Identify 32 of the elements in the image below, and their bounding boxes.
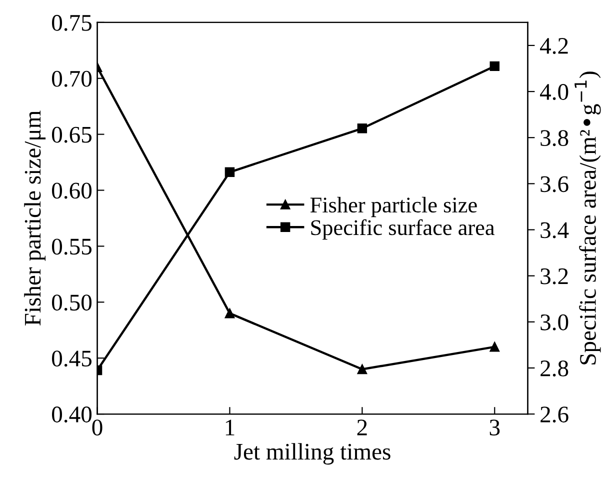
y2-tick-label: 3.8: [540, 130, 568, 146]
y2-tick-label: 2.6: [540, 406, 568, 423]
point: [357, 364, 368, 374]
y2-tick-label: 4.0: [540, 84, 568, 100]
y2-tick-label: 3.6: [540, 176, 568, 192]
legend-label: Fisher particle size: [310, 196, 477, 218]
y-tick-label: 0.55: [52, 238, 92, 255]
x-axis-title: Jet milling times: [234, 443, 390, 465]
y-tick-label: 0.40: [52, 406, 92, 423]
legend-label: Specific surface area: [311, 219, 495, 240]
x-tick-label: 3: [490, 420, 500, 436]
y2-tick-label: 4.2: [540, 38, 568, 54]
y2-tick-label: 2.8: [540, 360, 568, 376]
y-tick-label: 0.70: [52, 70, 92, 87]
y-tick-label: 0.75: [52, 14, 92, 31]
y2-tick-label: 3.4: [540, 222, 569, 238]
y2-tick-label: 3.0: [540, 314, 568, 330]
x-tick-label: 1: [226, 420, 234, 436]
point: [224, 167, 235, 178]
point: [357, 124, 368, 134]
x-tick-label: 0: [92, 420, 102, 436]
y-tick-label: 0.50: [52, 294, 92, 311]
point: [490, 342, 500, 352]
y-tick-label: 0.65: [52, 126, 92, 143]
x-tick-label: 2: [357, 420, 367, 436]
y2-tick-label: 3.2: [540, 268, 568, 284]
point: [224, 308, 235, 318]
y-axis-title: Fisher particle size/μm: [24, 110, 46, 326]
y-tick-label: 0.45: [52, 350, 92, 367]
point: [490, 61, 500, 72]
y2-axis-title: Specific surface area/(m²•g$^{−1}$): [574, 72, 601, 364]
y-tick-label: 0.60: [52, 182, 92, 199]
